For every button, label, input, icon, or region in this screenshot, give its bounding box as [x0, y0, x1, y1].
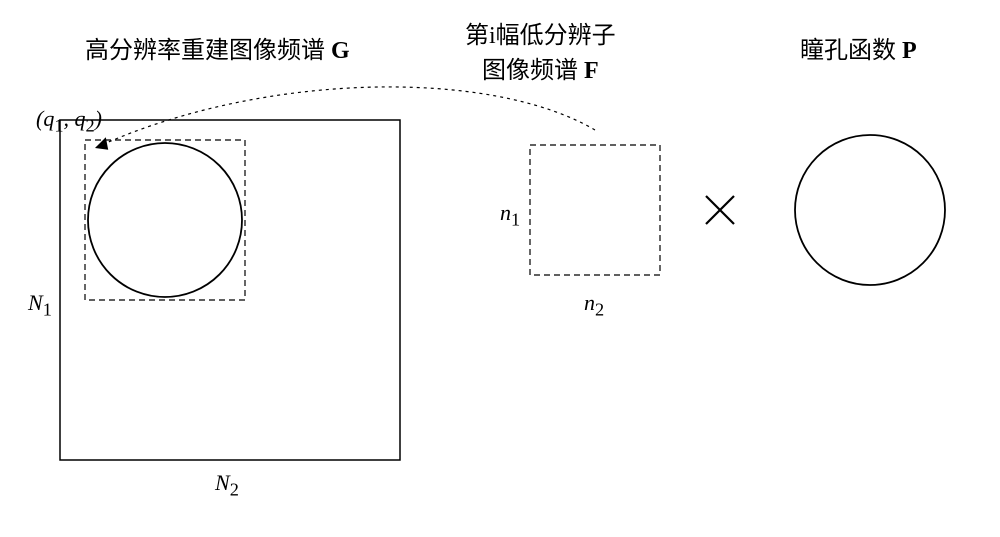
f-spectrum-rect [530, 145, 660, 275]
title-g: 高分辨率重建图像频谱 G [85, 30, 350, 65]
title-f: 第i幅低分辨子 图像频谱 F [465, 15, 616, 85]
pupil-function-circle [795, 135, 945, 285]
title-g-text: 高分辨率重建图像频谱 [85, 38, 331, 64]
g-spectrum-rect [60, 120, 400, 460]
n1-small-label: n1 [500, 200, 520, 230]
title-p-text: 瞳孔函数 [800, 38, 902, 64]
title-f-line2: 图像频谱 [482, 58, 584, 84]
mapping-arrow-path [95, 87, 595, 148]
title-p-bold: P [902, 38, 917, 64]
q-label: (q1, q2) [36, 106, 102, 136]
sub-region-rect [85, 140, 245, 300]
mapping-arrow-head [95, 137, 108, 150]
title-g-bold: G [331, 38, 350, 64]
title-f-bold: F [584, 58, 599, 84]
n1-big-label: N1 [28, 290, 52, 320]
title-f-line1: 第i幅低分辨子 [465, 23, 616, 49]
aperture-circle-in-g [88, 143, 242, 297]
n2-small-label: n2 [584, 290, 604, 320]
n2-big-label: N2 [215, 470, 239, 500]
title-p: 瞳孔函数 P [800, 30, 917, 65]
